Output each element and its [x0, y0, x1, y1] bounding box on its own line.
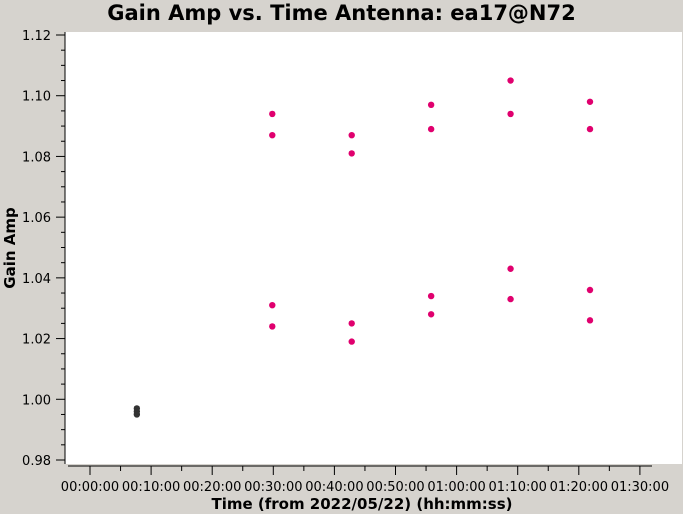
x-tick-label: 01:00:00 — [427, 480, 485, 495]
y-tick-label: 1.04 — [22, 272, 51, 287]
y-tick-label: 1.10 — [22, 90, 51, 105]
data-point — [269, 301, 276, 309]
y-tick-label: 0.98 — [22, 454, 51, 469]
data-point — [348, 320, 355, 327]
y-tick-label: 1.06 — [22, 211, 51, 226]
x-axis: 00:00:00 00:10:00 00:20:00 00:30:00 00:40:00… — [61, 465, 669, 495]
x-tick-label: 00:40:00 — [305, 480, 363, 495]
data-point — [269, 323, 276, 330]
x-axis-title: Time (from 2022/05/22) (hh:mm:ss) — [211, 495, 512, 513]
data-point — [427, 125, 435, 133]
x-tick-label: 00:10:00 — [122, 480, 180, 495]
data-point — [507, 110, 514, 118]
y-tick-label: 1.08 — [22, 150, 51, 165]
data-point — [348, 150, 355, 157]
data-point — [348, 131, 355, 139]
data-point — [586, 98, 594, 105]
data-point — [586, 125, 594, 133]
y-axis: 0.98 1.00 1.02 1.04 1.06 1.08 1.10 1.12 — [22, 29, 66, 469]
data-point — [269, 131, 276, 139]
x-tick-label: 01:20:00 — [550, 480, 608, 495]
plot-area — [65, 32, 682, 464]
data-point — [507, 77, 514, 84]
y-axis-title: Gain Amp — [1, 207, 19, 289]
y-tick-label: 1.02 — [22, 333, 51, 348]
data-point — [586, 286, 594, 294]
data-point — [427, 101, 435, 109]
data-point — [348, 338, 355, 345]
x-tick-label: 01:30:00 — [611, 480, 669, 495]
data-points — [133, 77, 594, 418]
x-tick-label: 00:30:00 — [244, 480, 302, 495]
x-tick-label: 01:10:00 — [489, 480, 547, 495]
data-point — [133, 411, 141, 418]
x-tick-label: 00:20:00 — [183, 480, 241, 495]
chart-title: Gain Amp vs. Time Antenna: ea17@N72 — [107, 1, 576, 25]
data-point — [269, 110, 276, 118]
x-tick-label: 00:00:00 — [61, 480, 119, 495]
data-point — [507, 295, 514, 303]
data-point — [586, 317, 594, 324]
x-tick-label: 00:50:00 — [366, 480, 424, 495]
y-tick-label: 1.00 — [22, 393, 51, 408]
data-point — [427, 292, 435, 300]
data-point — [507, 265, 514, 272]
y-tick-label: 1.12 — [22, 29, 51, 44]
data-point — [427, 311, 435, 318]
